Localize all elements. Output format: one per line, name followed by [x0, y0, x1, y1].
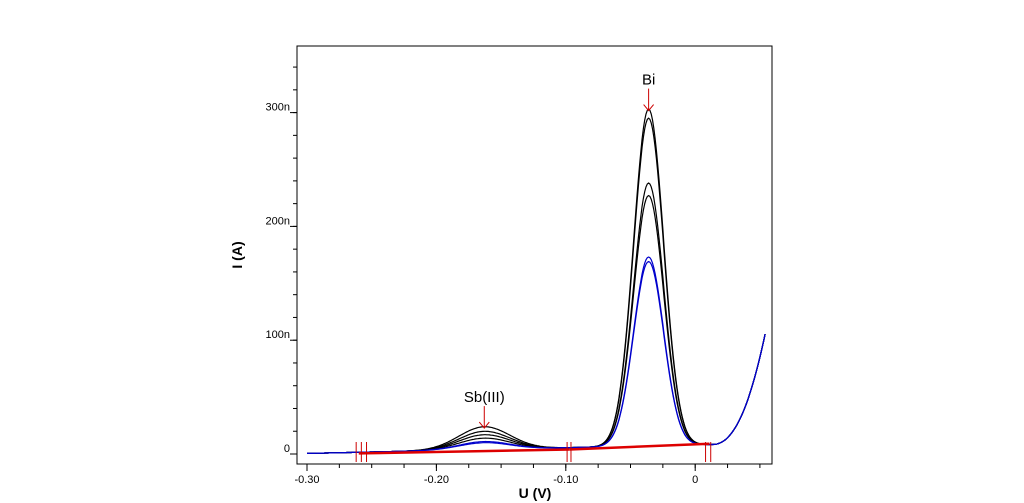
x-tick-label: -0.30	[294, 474, 319, 486]
y-axis-label: I (A)	[229, 241, 245, 268]
y-tick-label: 100n	[266, 329, 290, 341]
bi-baseline	[569, 442, 710, 451]
sb-baseline	[358, 448, 570, 455]
x-tick-label: -0.20	[424, 474, 449, 486]
series-line-3	[307, 182, 766, 454]
series-line-5	[307, 256, 766, 454]
series-line-4	[307, 194, 766, 454]
y-axis-ticks: 0 100n 200n 300n	[266, 66, 297, 455]
x-tick-label: 0	[692, 474, 698, 486]
x-tick-label: -0.10	[553, 474, 578, 486]
plot-frame	[296, 45, 773, 465]
series-line-6	[307, 260, 766, 454]
annotation-layer: Bi Sb(III)	[464, 72, 655, 429]
series-line-2	[307, 117, 766, 454]
series-line-1	[307, 108, 766, 454]
x-axis-label: U (V)	[519, 485, 552, 501]
series-layer	[307, 108, 766, 454]
y-tick-label: 300n	[266, 102, 290, 114]
y-tick-label: 200n	[266, 215, 290, 227]
y-tick-label: 0	[284, 443, 290, 455]
peak-arrow-head	[643, 104, 655, 112]
peak-arrow-head	[478, 421, 490, 429]
marker-layer	[355, 442, 712, 462]
peak-label: Sb(III)	[464, 389, 505, 406]
peak-label: Bi	[642, 72, 655, 89]
baseline-layer	[358, 442, 710, 455]
x-axis-ticks: -0.30 -0.20 -0.10 0	[294, 464, 761, 486]
